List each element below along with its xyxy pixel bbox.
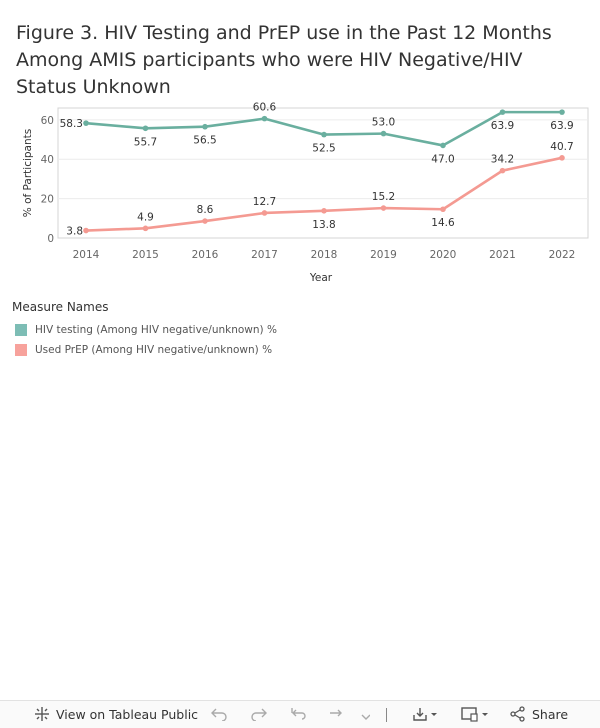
data-point: [559, 109, 565, 115]
revert-button[interactable]: [290, 707, 308, 721]
undo-button[interactable]: [210, 707, 228, 721]
data-point: [440, 142, 446, 149]
data-point: [559, 155, 565, 161]
redo-button[interactable]: [250, 707, 268, 721]
data-point: [83, 120, 89, 126]
x-tick-label: 2014: [73, 249, 100, 261]
legend-swatch: [15, 324, 27, 336]
share-icon: [510, 706, 525, 722]
data-label: 63.9: [550, 120, 573, 132]
legend: Measure Names HIV testing (Among HIV neg…: [12, 300, 277, 360]
data-label: 55.7: [134, 136, 157, 148]
y-axis-title: % of Participants: [22, 129, 34, 217]
data-label: 52.5: [312, 143, 335, 155]
x-axis-title: Year: [309, 272, 333, 284]
tableau-logo-icon: [35, 707, 49, 721]
share-label: Share: [532, 706, 569, 722]
view-on-tableau-label: View on Tableau Public: [56, 706, 199, 722]
x-tick-label: 2022: [549, 249, 576, 261]
legend-title: Measure Names: [12, 300, 109, 314]
refresh-button[interactable]: [328, 707, 346, 721]
data-label: 34.2: [491, 154, 514, 166]
x-tick-label: 2015: [132, 249, 159, 261]
legend-label: Used PrEP (Among HIV negative/unknown) %: [35, 344, 273, 356]
data-point: [202, 218, 208, 224]
data-label: 13.8: [312, 219, 335, 231]
legend-swatch: [15, 344, 27, 356]
data-labels: 58.3 55.7 56.5 60.6 52.5 53.0 47.0 63.9 63.9 3.8 4…: [60, 102, 574, 238]
tableau-toolbar: View on Tableau Public: [0, 700, 600, 728]
device-layout-icon: [461, 707, 488, 722]
x-axis: 2014 2015 2016 2017 2018 2019 2020 2021 2022 Year: [73, 249, 576, 284]
data-point: [499, 167, 506, 174]
y-axis: 0 20 40 60 % of Participants: [22, 115, 54, 245]
x-tick-label: 2016: [192, 249, 219, 261]
data-label: 40.7: [550, 141, 573, 153]
legend-label: HIV testing (Among HIV negative/unknown)…: [35, 324, 277, 336]
plot-border: [57, 107, 589, 239]
x-tick-label: 2017: [251, 249, 278, 261]
data-point: [142, 225, 149, 232]
series-points: [83, 109, 565, 234]
data-point: [440, 206, 446, 213]
grid: [57, 107, 589, 239]
undo-icon: [211, 708, 227, 721]
data-label: 53.0: [372, 117, 395, 129]
download-icon: [413, 708, 437, 721]
x-tick-label: 2020: [430, 249, 457, 261]
data-label: 15.2: [372, 191, 395, 203]
data-label: 56.5: [193, 135, 216, 147]
view-on-tableau-button[interactable]: View on Tableau Public: [34, 706, 198, 722]
y-tick-label: 0: [47, 233, 54, 245]
data-label: 60.6: [253, 102, 277, 114]
data-label: 3.8: [66, 226, 83, 238]
data-label: 4.9: [137, 211, 154, 223]
legend-item-hiv-testing[interactable]: HIV testing (Among HIV negative/unknown)…: [12, 320, 277, 340]
data-label: 63.9: [491, 120, 514, 132]
y-tick-label: 20: [41, 194, 54, 206]
pause-icon: [361, 714, 370, 720]
full-screen-button[interactable]: [460, 706, 492, 722]
data-point: [261, 210, 268, 216]
download-button[interactable]: [412, 706, 440, 722]
x-tick-label: 2021: [489, 249, 516, 261]
x-tick-label: 2018: [311, 249, 338, 261]
data-label: 14.6: [431, 217, 455, 229]
pause-button[interactable]: [358, 707, 370, 721]
data-point: [202, 123, 208, 130]
data-point: [142, 125, 149, 132]
data-point: [321, 131, 327, 138]
data-label: 47.0: [431, 153, 454, 165]
revert-icon: [291, 708, 306, 720]
data-point: [83, 227, 89, 234]
redo-icon: [251, 708, 267, 721]
data-label: 12.7: [253, 196, 276, 208]
data-label: 8.6: [197, 204, 214, 216]
data-point: [321, 208, 327, 214]
refresh-icon: [330, 709, 342, 717]
chart-title: Figure 3. HIV Testing and PrEP use in th…: [16, 22, 552, 98]
share-button[interactable]: Share: [510, 706, 568, 722]
data-label: 58.3: [60, 118, 83, 130]
toolbar-divider: [386, 708, 387, 722]
y-tick-label: 40: [41, 154, 54, 166]
data-point: [499, 109, 506, 115]
x-tick-label: 2019: [370, 249, 397, 261]
data-point: [380, 130, 387, 137]
data-point: [261, 115, 268, 122]
y-tick-label: 60: [41, 115, 54, 127]
legend-item-prep[interactable]: Used PrEP (Among HIV negative/unknown) %: [12, 340, 277, 360]
data-point: [380, 205, 387, 211]
